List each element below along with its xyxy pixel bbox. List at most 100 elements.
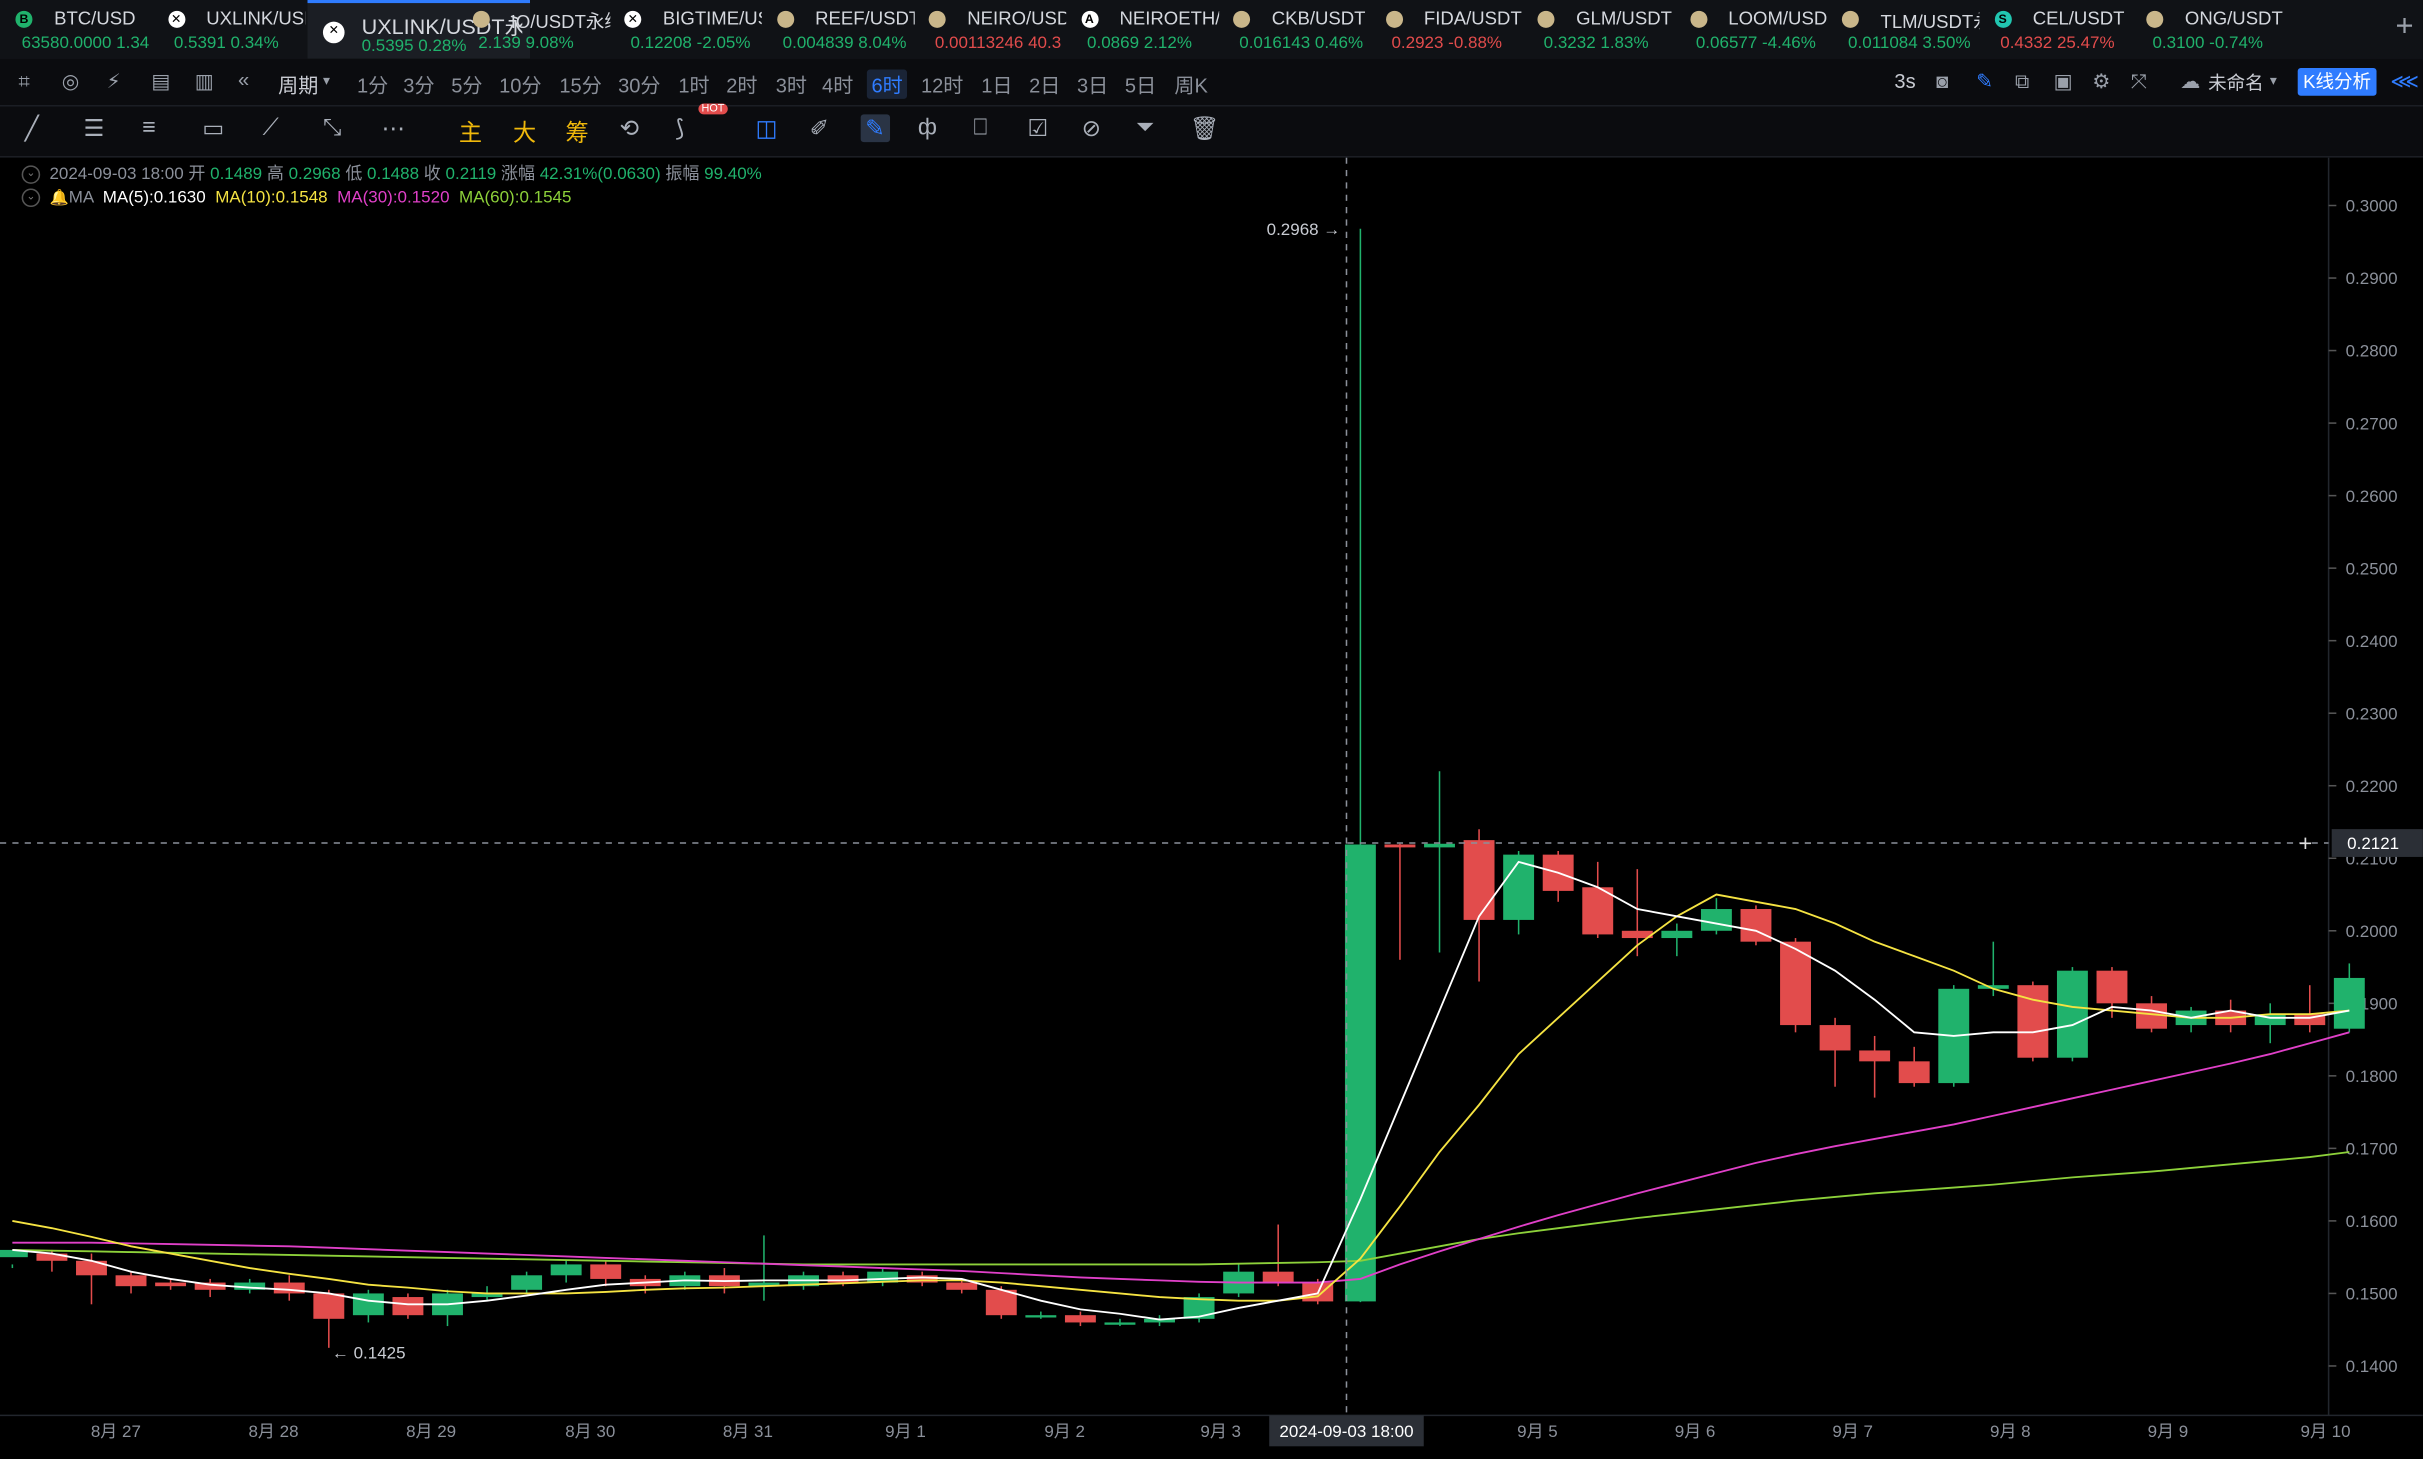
layout-icon[interactable]: ▥ — [194, 69, 214, 93]
period-5[interactable]: 30分 — [618, 74, 661, 98]
x-tick-label: 8月 29 — [406, 1422, 456, 1441]
calendar-icon[interactable]: ▤ — [151, 69, 171, 93]
period-6[interactable]: 1时 — [678, 74, 710, 98]
ticker-tab-3[interactable]: IO/USDT永续2.139 9.08% — [463, 0, 616, 59]
bell-icon[interactable]: 🔔 — [49, 190, 69, 208]
fullscreen-icon[interactable]: ⤧ — [2130, 69, 2147, 93]
ticker-tab-8[interactable]: CKB/USDT 0.016143 0.46% — [1224, 0, 1377, 59]
period-9[interactable]: 4时 — [822, 74, 854, 98]
ticker-tab-12[interactable]: TLM/USDT永0.011084 3.50% — [1833, 0, 1986, 59]
ticker-tab-14[interactable]: ONG/USDT 0.3100 -0.74% — [2137, 0, 2290, 59]
ticker-tab-0[interactable]: B BTC/USD 63580.0000 1.34 — [6, 0, 159, 59]
ticker-price: 0.3232 1.83% — [1543, 33, 1649, 53]
cloud-icon: ☁ — [2180, 69, 2201, 93]
kline-analysis-button[interactable]: K线分析 — [2297, 67, 2377, 96]
coin-icon — [1841, 10, 1859, 28]
period-10[interactable]: 6时 — [866, 69, 908, 99]
ticker-tab-9[interactable]: FIDA/USDT 0.2923 -0.88% — [1376, 0, 1529, 59]
period-7[interactable]: 2时 — [726, 74, 758, 98]
candle-body — [1144, 1318, 1175, 1323]
link-icon[interactable]: ⊘ — [1081, 115, 1102, 143]
drawing-toolbar: ╱ ☰ ≡ ▭ ⟋ ⤡ ⋯ 主 大 筹 ⟲ ⟆ ◫ ✐ ✎ ф ⎕ ☑ ⊘ ⏷ … — [0, 106, 2423, 158]
trendline-icon[interactable]: ╱ — [24, 115, 39, 143]
period-2[interactable]: 5分 — [451, 74, 483, 98]
measure-icon[interactable]: ✐ — [809, 115, 830, 143]
lock-icon[interactable]: ⎕ — [973, 114, 988, 141]
ruler-icon[interactable]: ⟋ — [262, 114, 279, 141]
magnet-icon[interactable]: ◫ — [755, 115, 778, 143]
kline-chart[interactable]: 0.3000 0.2900 0.2800 0.2700 0.2600 0.2500 0.24… — [0, 157, 2423, 1459]
chip-button[interactable]: 筹 — [565, 120, 589, 147]
rectangle-icon[interactable]: ▭ — [202, 115, 225, 143]
chevron-down-icon: ▾ — [322, 72, 330, 89]
chart-type-icon[interactable]: ⌗ — [18, 69, 30, 93]
signal-icon[interactable]: ⟆ — [675, 115, 685, 143]
ticker-tab-11[interactable]: LOOM/USD 0.06577 -4.46% — [1680, 0, 1833, 59]
candle-body — [1025, 1315, 1057, 1318]
collapse-icon[interactable]: ⌄ — [21, 165, 41, 185]
y-tick-label: 0.2200 — [2346, 777, 2398, 796]
filter-icon[interactable]: ⏷ — [1135, 114, 1155, 141]
channel-icon[interactable]: ≡ — [142, 114, 156, 141]
rewind-icon[interactable]: « — [237, 67, 250, 92]
period-4[interactable]: 15分 — [559, 74, 602, 98]
collapse-icon[interactable]: ⌄ — [21, 188, 41, 208]
candle-body — [2333, 977, 2365, 1029]
period-16[interactable]: 周K — [1174, 74, 1208, 98]
period-0[interactable]: 1分 — [356, 74, 389, 98]
pen-icon[interactable]: ✎ — [1976, 69, 1994, 93]
x-tick-label: 9月 3 — [1200, 1422, 1241, 1441]
screenshot-icon[interactable]: ▣ — [2053, 69, 2073, 93]
refresh-icon[interactable]: ⟲ — [619, 115, 640, 143]
trash-icon[interactable]: 🗑 — [1189, 115, 1220, 143]
period-14[interactable]: 3日 — [1077, 74, 1109, 98]
ticker-tab-1[interactable]: ✕ UXLINK/USI 0.5391 0.34% — [158, 0, 311, 59]
ticker-tab-13[interactable]: S CEL/USDT 0.4332 25.47% — [1985, 0, 2138, 59]
ticker-price: 0.011084 3.50% — [1848, 33, 1971, 53]
period-15[interactable]: 5日 — [1124, 74, 1157, 98]
y-tick-label: 0.3000 — [2346, 197, 2398, 216]
big-order-button[interactable]: 大 — [513, 120, 537, 147]
candle-body — [1104, 1322, 1136, 1325]
candle-body — [234, 1282, 266, 1290]
period-11[interactable]: 12时 — [920, 74, 964, 98]
flash-icon[interactable]: ⚡ — [106, 69, 121, 93]
ticker-tab-10[interactable]: GLM/USDT 0.3232 1.83% — [1528, 0, 1681, 59]
main-indicator-button[interactable]: 主 — [458, 120, 483, 147]
cycle-dropdown[interactable]: 周期 — [278, 74, 319, 98]
hline-icon[interactable]: ☰ — [83, 115, 105, 143]
ticker-tab-2[interactable]: ✕ UXLINK/USDT永续0.5395 0.28% — [307, 0, 531, 59]
draw-mode-icon[interactable]: ✎ — [860, 114, 890, 143]
candles-icon[interactable]: ф — [917, 114, 937, 141]
ticker-tab-7[interactable]: A NEIROETH/0.0869 2.12% — [1072, 0, 1225, 59]
fib-icon[interactable]: ⤡ — [322, 114, 342, 141]
crosshair-time-label: 2024-09-03 18:00 — [1279, 1422, 1413, 1441]
settings-icon[interactable]: ⚙ — [2092, 69, 2111, 93]
period-1[interactable]: 3分 — [403, 74, 435, 98]
indicator-icon[interactable]: ◎ — [61, 69, 80, 93]
ticker-tab-4[interactable]: ✕ BIGTIME/US 0.12208 -2.05% — [615, 0, 768, 59]
coin-icon: S — [1994, 10, 2012, 28]
period-13[interactable]: 2日 — [1029, 74, 1061, 98]
x-tick-label: 8月 27 — [91, 1422, 141, 1441]
ticker-tab-5[interactable]: REEF/USDT 0.004839 8.04% — [767, 0, 920, 59]
ticker-price: 0.00113246 40.3 — [934, 33, 1062, 53]
ticker-price: 0.0869 2.12% — [1087, 33, 1192, 53]
add-tab-button[interactable]: + — [2395, 9, 2414, 44]
edit-icon[interactable]: ☑ — [1027, 115, 1049, 143]
ticker-symbol: FIDA/USDT — [1423, 7, 1522, 30]
candle-body — [550, 1264, 582, 1276]
candle-body — [2254, 1014, 2286, 1026]
layout-name[interactable]: 未命名 — [2208, 72, 2264, 95]
share-icon[interactable]: ⋘ — [2390, 69, 2420, 93]
period-3[interactable]: 10分 — [499, 74, 542, 98]
ticker-tab-6[interactable]: NEIRO/USD 0.00113246 40.3 — [919, 0, 1072, 59]
ma5-line — [12, 860, 2350, 1321]
period-12[interactable]: 1日 — [981, 74, 1013, 98]
period-8[interactable]: 3时 — [775, 74, 807, 98]
more-icon[interactable]: ⋯ — [381, 115, 405, 143]
popout-icon[interactable]: ⧉ — [2014, 69, 2030, 93]
low-marker: ← 0.1425 — [332, 1344, 406, 1363]
camera-icon[interactable]: ◙ — [1936, 69, 1949, 93]
y-tick-label: 0.1600 — [2346, 1212, 2398, 1231]
